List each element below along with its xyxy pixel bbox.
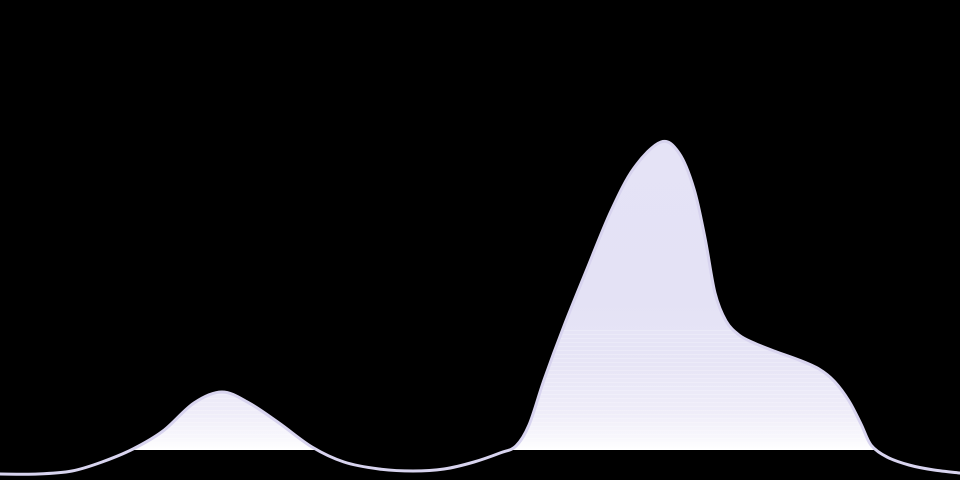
density-curve-line (0, 139, 960, 476)
